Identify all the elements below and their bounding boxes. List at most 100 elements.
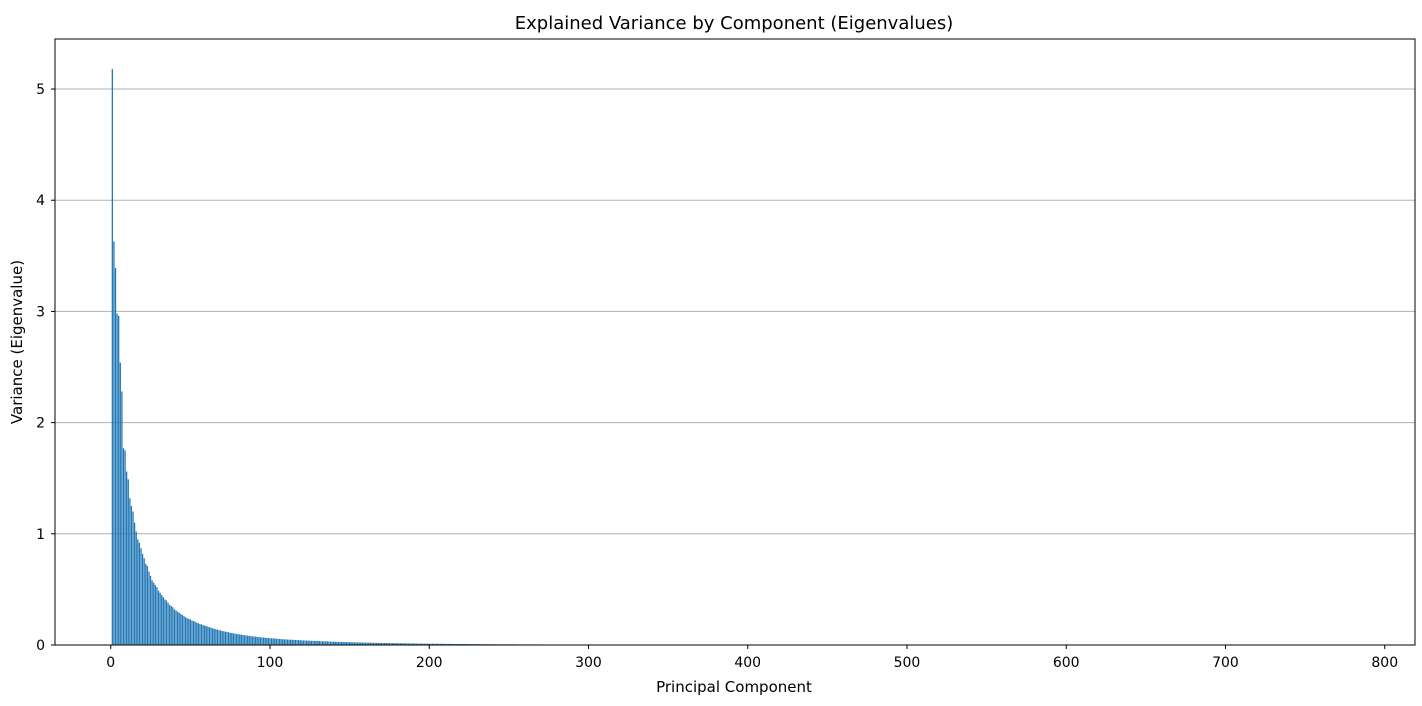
bar	[207, 626, 209, 645]
bar	[132, 511, 134, 645]
bar	[229, 632, 231, 645]
y-tick-label: 1	[36, 527, 45, 543]
bar	[423, 643, 426, 645]
bar	[462, 643, 464, 645]
bar	[294, 639, 297, 645]
bar	[419, 643, 421, 645]
bar	[172, 607, 174, 645]
bar	[164, 599, 166, 645]
bar	[149, 576, 152, 645]
bar	[239, 634, 241, 645]
bar	[272, 638, 274, 645]
x-tick-label: 300	[575, 655, 602, 671]
x-tick-label: 700	[1212, 655, 1239, 671]
bar	[216, 629, 219, 645]
bar	[342, 641, 344, 645]
bar	[414, 643, 416, 645]
bar	[210, 627, 212, 645]
bar	[277, 638, 279, 645]
bar	[363, 642, 365, 645]
bar	[339, 641, 341, 645]
bar	[133, 522, 136, 645]
bar	[384, 642, 386, 645]
bar	[169, 604, 171, 645]
bar	[366, 642, 368, 645]
bar	[399, 643, 402, 645]
bar	[380, 642, 383, 645]
bar	[208, 627, 211, 645]
bar	[157, 590, 160, 645]
bar	[121, 391, 123, 645]
bar	[433, 643, 435, 645]
bar	[310, 640, 313, 645]
x-tick-label: 0	[106, 655, 115, 671]
bar	[215, 629, 217, 645]
bar	[270, 638, 273, 645]
bar	[154, 584, 156, 645]
bar	[247, 635, 249, 645]
bar	[119, 362, 121, 645]
bar	[192, 621, 195, 645]
bar	[240, 634, 242, 645]
bar	[250, 636, 252, 645]
bar	[296, 640, 298, 645]
bar	[422, 643, 424, 645]
bar	[245, 635, 247, 645]
bar	[212, 628, 214, 645]
x-tick-label: 500	[894, 655, 921, 671]
bar	[390, 643, 392, 645]
bar	[376, 642, 378, 645]
bar	[291, 639, 293, 645]
bar	[181, 614, 184, 645]
bar	[141, 553, 144, 645]
bar	[329, 641, 332, 645]
bar	[282, 639, 284, 645]
bar	[387, 643, 389, 645]
y-tick-label: 3	[36, 304, 45, 320]
bar	[412, 643, 414, 645]
bar	[146, 566, 149, 645]
bar	[127, 479, 129, 645]
bar	[312, 640, 314, 645]
bar	[173, 609, 176, 645]
bars	[111, 69, 1407, 645]
bar	[159, 592, 161, 645]
bar	[439, 643, 442, 645]
bar	[411, 643, 413, 645]
bar	[347, 642, 349, 645]
bar	[213, 628, 215, 645]
bar	[450, 643, 453, 645]
bar	[463, 643, 465, 645]
bar	[189, 619, 191, 645]
bar	[162, 597, 164, 645]
bar	[143, 558, 145, 645]
bar	[420, 643, 422, 645]
bar	[331, 641, 333, 645]
bar	[393, 643, 395, 645]
bar	[114, 268, 117, 645]
bar	[264, 637, 266, 645]
bar	[313, 640, 316, 645]
bar	[196, 622, 198, 645]
bar	[395, 643, 397, 645]
bar	[140, 548, 142, 645]
bar	[251, 636, 254, 645]
bar	[234, 633, 236, 645]
bar	[460, 643, 462, 645]
bar	[428, 643, 430, 645]
bar	[298, 640, 300, 645]
bar	[404, 643, 406, 645]
bar	[227, 632, 230, 645]
bar	[353, 642, 356, 645]
bar	[153, 582, 155, 645]
bar	[452, 643, 454, 645]
chart-title: Explained Variance by Component (Eigenva…	[515, 13, 954, 34]
bar	[334, 641, 336, 645]
bar	[286, 639, 289, 645]
bar	[111, 69, 113, 645]
bar	[304, 640, 306, 645]
bar	[274, 638, 276, 645]
bar	[328, 641, 330, 645]
bar	[126, 471, 128, 645]
